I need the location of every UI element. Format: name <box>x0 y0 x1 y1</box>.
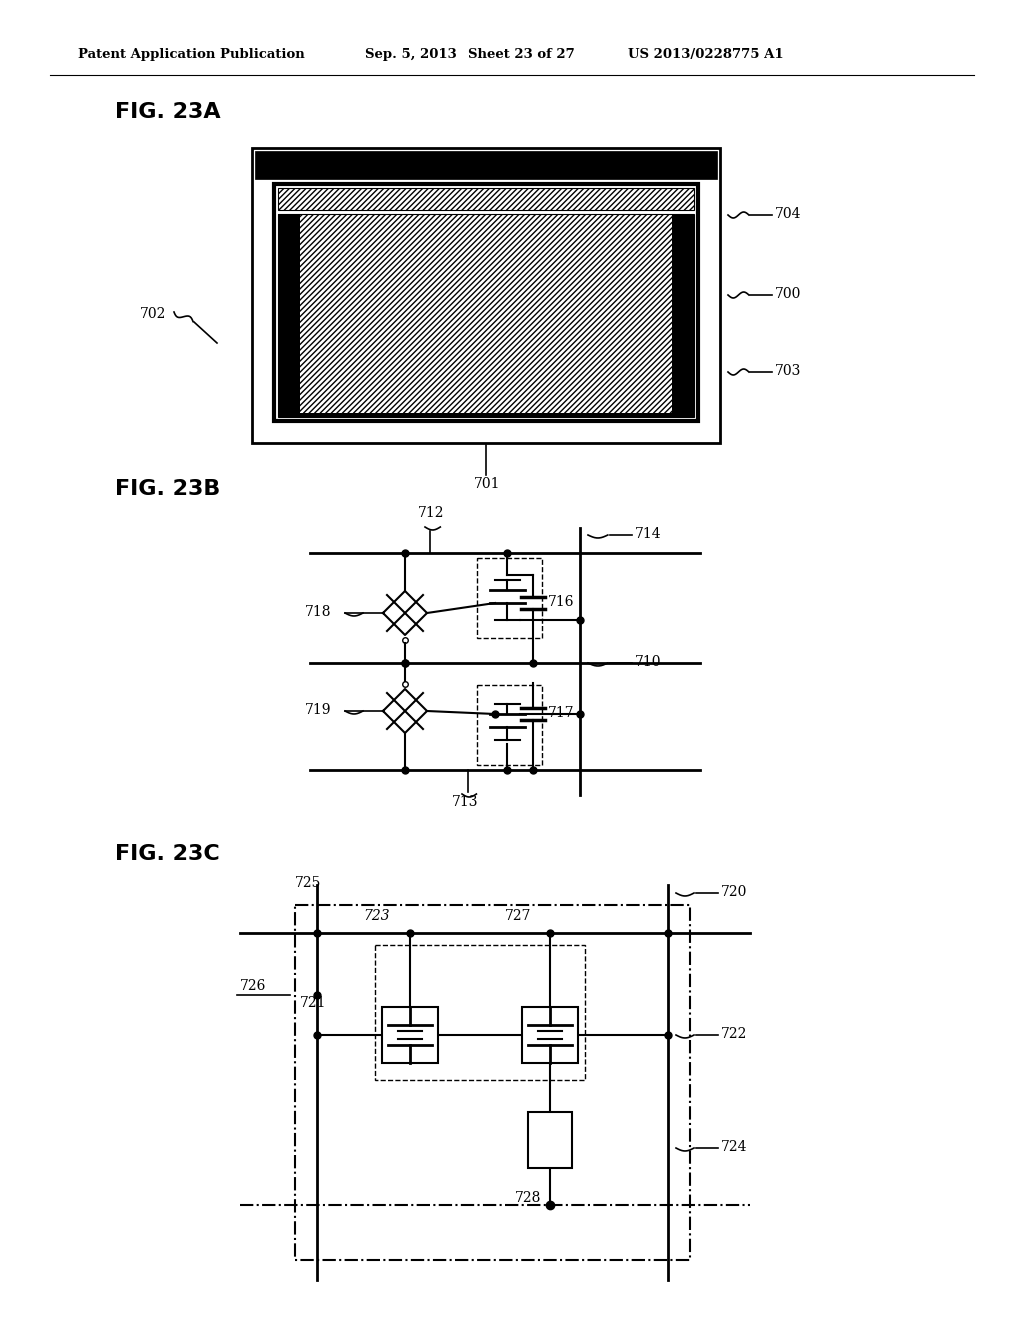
Bar <box>278 413 694 417</box>
Text: 721: 721 <box>300 997 327 1010</box>
Bar <box>274 183 698 421</box>
Bar <box>278 187 694 210</box>
Text: 728: 728 <box>515 1191 542 1205</box>
Bar <box>278 214 300 417</box>
Text: FIG. 23C: FIG. 23C <box>115 843 220 865</box>
Text: 701: 701 <box>474 477 501 491</box>
Text: 712: 712 <box>418 506 444 520</box>
Bar <box>255 150 717 180</box>
Text: 720: 720 <box>721 884 748 899</box>
Bar <box>522 1007 578 1063</box>
Bar <box>528 1111 572 1168</box>
Bar <box>295 906 690 1261</box>
Text: 717: 717 <box>548 706 574 719</box>
Bar <box>278 214 694 417</box>
Text: 710: 710 <box>635 655 662 669</box>
Text: FIG. 23A: FIG. 23A <box>115 102 220 121</box>
Text: 723: 723 <box>362 909 389 923</box>
Text: 703: 703 <box>775 364 802 378</box>
Text: Sep. 5, 2013: Sep. 5, 2013 <box>365 48 457 61</box>
Text: 713: 713 <box>452 795 478 809</box>
Text: 725: 725 <box>295 876 322 890</box>
Text: 702: 702 <box>140 308 166 321</box>
Bar <box>477 685 542 766</box>
Text: 724: 724 <box>721 1140 748 1154</box>
Text: 718: 718 <box>305 605 332 619</box>
Text: 714: 714 <box>635 527 662 541</box>
Text: 719: 719 <box>305 704 332 717</box>
Text: FIG. 23B: FIG. 23B <box>115 479 220 499</box>
Bar <box>672 214 694 417</box>
Bar <box>477 558 542 638</box>
Bar <box>252 148 720 444</box>
Bar <box>375 945 585 1080</box>
Text: 700: 700 <box>775 286 802 301</box>
Text: 726: 726 <box>240 979 266 993</box>
Text: 727: 727 <box>505 909 531 923</box>
Text: 722: 722 <box>721 1027 748 1041</box>
Text: Sheet 23 of 27: Sheet 23 of 27 <box>468 48 574 61</box>
Text: Patent Application Publication: Patent Application Publication <box>78 48 305 61</box>
Bar <box>382 1007 438 1063</box>
Text: US 2013/0228775 A1: US 2013/0228775 A1 <box>628 48 783 61</box>
Text: 704: 704 <box>775 207 802 220</box>
Text: 716: 716 <box>548 595 574 609</box>
